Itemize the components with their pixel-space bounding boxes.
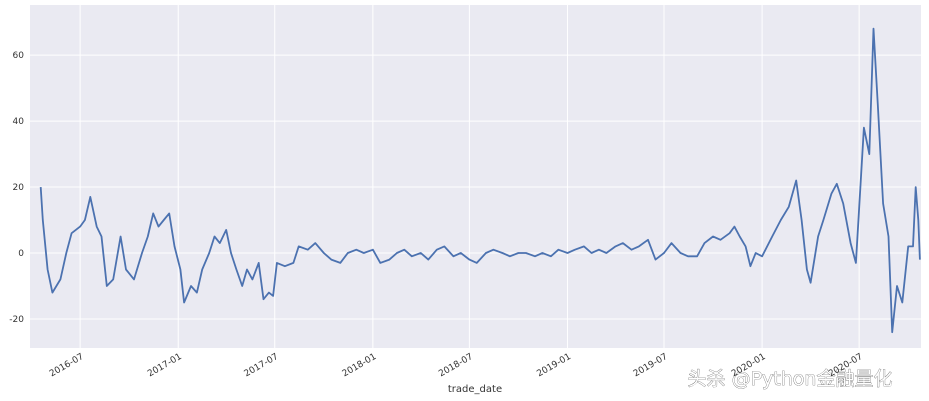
x-axis-label: trade_date: [448, 384, 502, 395]
x-tick-label: 2017-01: [146, 352, 184, 379]
y-tick-label: 20: [13, 183, 25, 193]
y-tick-label: 60: [13, 51, 25, 61]
x-tick-label: 2019-01: [535, 352, 573, 379]
line: [39, 27, 921, 334]
plot-area: [30, 5, 921, 348]
y-tick-label: 0: [18, 249, 24, 259]
y-tick-label: 40: [13, 117, 25, 127]
y-tick-label: -20: [9, 315, 24, 325]
x-tick-label: 2017-07: [243, 352, 281, 379]
x-tick-label: 2016-07: [48, 352, 86, 379]
watermark: 头杀 @Python金融量化: [688, 368, 893, 390]
x-tick-label: 2019-07: [632, 352, 670, 379]
x-tick-label: 2018-01: [341, 352, 379, 379]
x-tick-label: 2018-07: [437, 352, 475, 379]
